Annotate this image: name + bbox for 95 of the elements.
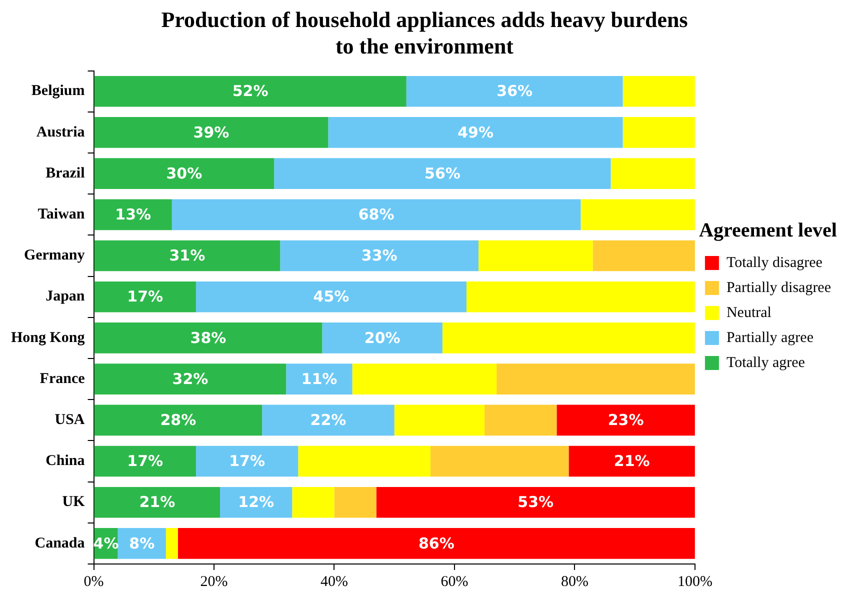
data-label: 21%	[139, 493, 176, 512]
bar	[622, 117, 695, 148]
x-tick-label: 40%	[320, 574, 348, 590]
y-tick-label: Austria	[36, 124, 86, 140]
y-tick-label: Hong Kong	[10, 330, 86, 346]
data-label: 30%	[166, 164, 202, 182]
legend-label: Totally disagree	[726, 254, 823, 271]
bar	[94, 158, 274, 189]
data-label: 32%	[172, 370, 208, 388]
bar	[322, 322, 442, 354]
y-tick-label: USA	[54, 412, 85, 428]
data-label: 68%	[358, 206, 394, 224]
data-label: 23%	[608, 411, 644, 430]
data-label: 28%	[160, 411, 196, 430]
y-tick-label: Japan	[46, 288, 86, 305]
bar	[592, 240, 695, 272]
chart-title: Production of household appliances adds heavy burdens to the environment	[161, 6, 688, 58]
data-label: 45%	[313, 288, 350, 306]
data-label: 17%	[127, 452, 164, 470]
bar	[280, 240, 479, 272]
data-label: 56%	[424, 164, 460, 182]
y-tick-label: Brazil	[46, 165, 85, 182]
bar	[334, 486, 376, 518]
data-label: 38%	[190, 328, 226, 347]
bar	[94, 281, 196, 312]
bar	[298, 446, 430, 477]
legend-label: Neutral	[726, 304, 772, 321]
bar	[196, 446, 298, 477]
bar	[556, 404, 695, 436]
x-tick-label: 0%	[84, 574, 104, 590]
data-label: 39%	[193, 123, 230, 142]
bar	[442, 322, 695, 354]
data-label: 12%	[238, 493, 274, 512]
data-label: 36%	[496, 82, 533, 100]
bar	[352, 364, 497, 394]
data-label: 20%	[364, 328, 400, 347]
bar	[94, 446, 196, 477]
bar	[622, 76, 695, 107]
bar	[220, 486, 292, 518]
data-label: 8%	[129, 534, 155, 552]
data-label: 17%	[229, 452, 266, 470]
bar	[94, 486, 220, 518]
bar	[394, 404, 485, 436]
y-tick-label: UK	[62, 494, 86, 510]
bar	[610, 158, 695, 189]
y-tick-label: Germany	[24, 248, 86, 264]
x-tick-label: 20%	[200, 574, 228, 590]
bar	[94, 76, 406, 107]
legend-label: Partially agree	[726, 330, 814, 346]
bar	[166, 528, 178, 559]
data-label: 52%	[232, 82, 268, 100]
data-label: 53%	[518, 493, 554, 512]
legend-label: Totally agree	[726, 354, 806, 371]
data-label: 11%	[301, 370, 338, 388]
bar	[406, 76, 623, 107]
bar	[94, 117, 328, 148]
bar	[478, 240, 593, 272]
bar	[94, 240, 280, 272]
bar	[262, 404, 394, 436]
bar	[466, 281, 695, 312]
bar	[94, 404, 262, 436]
bar	[172, 199, 581, 230]
data-label: 86%	[418, 534, 454, 552]
data-label: 22%	[310, 411, 346, 430]
bar	[484, 404, 557, 436]
y-tick-label: Taiwan	[38, 206, 86, 223]
bar	[328, 117, 623, 148]
x-tick-label: 100%	[677, 574, 712, 590]
bar	[94, 364, 286, 394]
y-tick-label: France	[40, 370, 86, 387]
data-label: 33%	[361, 246, 398, 265]
bar	[568, 446, 695, 477]
bar	[496, 364, 695, 394]
bar	[376, 486, 695, 518]
bar	[196, 281, 467, 312]
data-label: 17%	[127, 288, 164, 306]
bar	[430, 446, 569, 477]
y-tick-label: China	[46, 453, 86, 470]
data-label: 13%	[115, 206, 152, 224]
bar	[178, 528, 695, 559]
x-tick-label: 80%	[560, 574, 588, 590]
y-tick-label: Belgium	[31, 83, 86, 100]
data-label: 49%	[458, 123, 494, 142]
legend-label: Partially disagree	[726, 280, 832, 296]
bar	[94, 322, 322, 354]
bar	[274, 158, 611, 189]
data-label: 31%	[169, 246, 206, 265]
y-tick-label: Canada	[34, 535, 86, 552]
data-label: 21%	[614, 452, 650, 470]
bar	[94, 199, 172, 230]
legend-title: Agreement level	[699, 220, 838, 242]
bar	[286, 364, 352, 394]
x-tick-label: 60%	[440, 574, 468, 590]
bar	[292, 486, 334, 518]
bar	[580, 199, 695, 230]
